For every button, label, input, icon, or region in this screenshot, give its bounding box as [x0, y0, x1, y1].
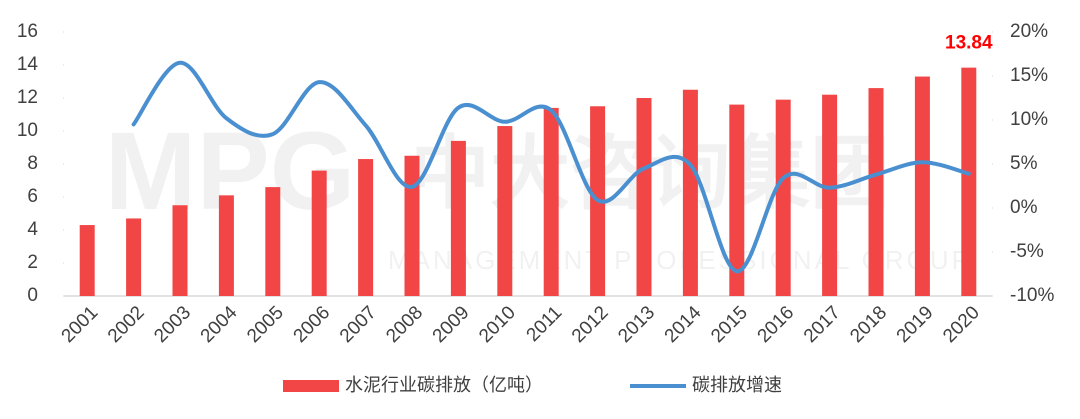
bar — [961, 67, 977, 296]
x-tick-label: 2013 — [614, 302, 659, 347]
bar — [218, 195, 234, 296]
x-tick-label: 2006 — [290, 302, 335, 347]
legend-label: 碳排放增速 — [692, 375, 782, 395]
y2-tick-label: 15% — [1010, 65, 1048, 86]
legend-label: 水泥行业碳排放（亿吨） — [345, 375, 543, 395]
y-tick-label: 0 — [27, 285, 38, 306]
x-tick-label: 2020 — [939, 302, 984, 347]
y2-tick-label: 20% — [1010, 21, 1048, 42]
x-tick-label: 2004 — [197, 302, 242, 347]
bar — [450, 140, 466, 296]
bar — [729, 104, 745, 296]
bar — [265, 187, 281, 296]
bar — [172, 205, 188, 296]
x-tick-label: 2011 — [523, 302, 567, 346]
bar — [868, 88, 884, 296]
x-tick-label: 2014 — [661, 302, 706, 347]
x-tick-label: 2009 — [429, 302, 474, 347]
bar — [79, 225, 95, 296]
bar — [636, 98, 652, 296]
y2-tick-label: 10% — [1010, 109, 1048, 130]
x-tick-label: 2018 — [846, 302, 891, 347]
y2-tick-label: 0% — [1010, 197, 1038, 218]
x-tick-label: 2008 — [382, 302, 427, 347]
watermark-subtext: MANAGEMENT PROFESSIONAL GROUP — [388, 245, 972, 275]
x-tick-label: 2016 — [754, 302, 799, 347]
x-tick-label: 2015 — [707, 302, 752, 347]
bar — [775, 99, 791, 297]
y2-tick-label: 5% — [1010, 153, 1038, 174]
bar — [822, 94, 838, 296]
bar — [311, 170, 327, 296]
x-tick-label: 2003 — [150, 302, 195, 347]
x-tick-label: 2007 — [336, 302, 381, 347]
y-tick-label: 4 — [27, 219, 38, 240]
y-tick-label: 12 — [17, 87, 38, 108]
x-tick-label: 2017 — [800, 302, 845, 347]
x-tick-label: 2019 — [893, 302, 938, 347]
line — [131, 60, 971, 274]
y-tick-label: 6 — [27, 186, 38, 207]
y2-tick-label: -5% — [1010, 241, 1044, 262]
y-tick-label: 14 — [17, 54, 39, 75]
x-tick-label: 2005 — [243, 302, 288, 347]
bar — [682, 89, 698, 296]
x-tick-label: 2012 — [568, 302, 613, 347]
y-tick-label: 2 — [27, 252, 38, 273]
legend-swatch — [283, 380, 339, 392]
bar — [404, 155, 420, 296]
x-tick-label: 2002 — [104, 302, 149, 347]
y-tick-label: 16 — [17, 21, 38, 42]
bar — [543, 107, 559, 297]
y2-tick-label: -10% — [1010, 285, 1054, 306]
x-tick-label: 2010 — [475, 302, 520, 347]
x-tick-label: 2001 — [58, 302, 103, 347]
data-label: 13.84 — [945, 33, 993, 54]
bar — [497, 126, 513, 296]
bar — [358, 159, 374, 296]
bar — [914, 76, 930, 296]
y-tick-label: 10 — [17, 120, 38, 141]
bar — [126, 218, 142, 296]
y-tick-label: 8 — [27, 153, 38, 174]
